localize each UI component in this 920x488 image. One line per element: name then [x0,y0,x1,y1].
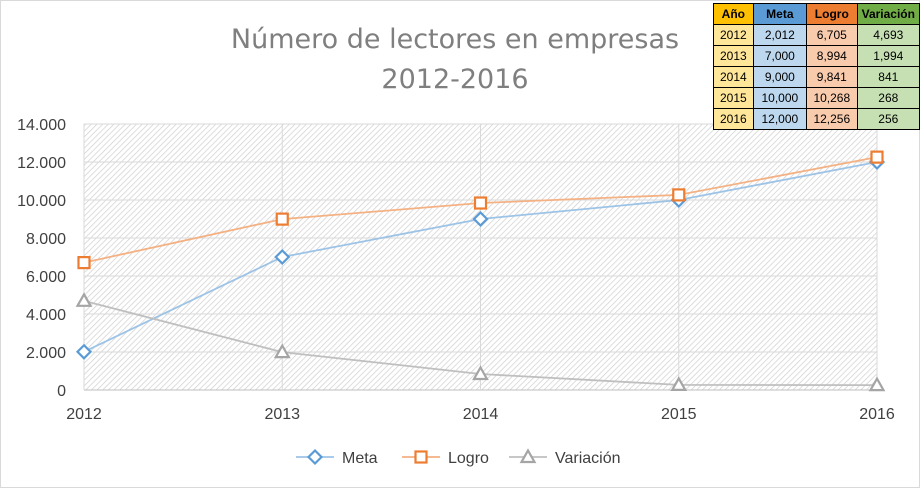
table-header-meta: Meta [752,3,808,25]
legend: Meta Logro Variación [296,448,621,467]
series-lines [75,150,886,392]
table-header-anio: Año [713,3,754,25]
chart-title-line-2: 2012-2016 [381,64,528,95]
table-cell-anio: 2014 [713,66,754,88]
legend-label: Variación [555,450,621,467]
table-row: 2015 10,000 10,268 268 [713,87,920,109]
table-cell-variacion: 1,994 [856,45,920,67]
y-tick-label: 14.000 [17,117,66,134]
x-tick-label: 2016 [859,406,895,423]
table-cell-meta: 7,000 [752,45,808,67]
table-row: 2012 2,012 6,705 4,693 [713,24,920,46]
legend-marker [306,448,324,466]
table-cell-variacion: 256 [856,108,920,130]
legend-label: Meta [342,450,378,467]
data-point [670,376,688,392]
data-point [868,376,886,392]
y-tick-label: 8.000 [26,231,66,248]
table-cell-anio: 2013 [713,45,754,67]
series-logro [77,150,884,270]
table-cell-anio: 2015 [713,87,754,109]
y-tick-label: 0 [57,383,66,400]
data-point [75,292,93,307]
table-cell-logro: 9,841 [806,66,858,88]
data-point [77,256,91,270]
y-axis-ticks: 0 2.000 4.000 6.000 8.000 10.000 12.000 14.000 [17,117,66,400]
y-tick-label: 12.000 [17,155,66,172]
table-cell-logro: 8,994 [806,45,858,67]
y-tick-label: 10.000 [17,193,66,210]
table-cell-anio: 2016 [713,108,754,130]
data-point [472,210,489,228]
y-tick-label: 2.000 [26,345,66,362]
x-tick-label: 2013 [264,406,300,423]
data-point [75,343,93,360]
table-cell-logro: 6,705 [806,24,858,46]
table-cell-variacion: 268 [856,87,920,109]
legend-item-meta: Meta [296,448,378,467]
legend-label: Logro [448,450,489,467]
data-point [473,196,488,210]
table-row: 2016 12,000 12,256 256 [713,108,920,130]
data-table: Año Meta Logro Variación 2012 2,012 6,705 4,69… [713,3,920,130]
data-point [275,212,289,226]
legend-item-variación: Variación [509,448,621,467]
data-point [274,248,291,266]
table-header-variacion: Variación [856,3,920,25]
data-point [472,365,489,381]
table-header-row: Año Meta Logro Variación [713,3,920,25]
x-tick-label: 2014 [463,406,499,423]
table-cell-logro: 10,268 [806,87,858,109]
chart-title-line-1: Número de lectores en empresas [231,24,679,55]
legend-item-logro: Logro [402,450,489,467]
data-point [672,188,686,202]
series-variación [75,292,886,392]
data-point [870,150,884,164]
table-row: 2013 7,000 8,994 1,994 [713,45,920,67]
table-cell-meta: 12,000 [752,108,808,130]
x-tick-label: 2012 [66,406,102,423]
table-cell-meta: 9,000 [752,66,808,88]
table-row: 2014 9,000 9,841 841 [713,66,920,88]
table-header-logro: Logro [806,3,858,25]
table-cell-meta: 2,012 [752,24,808,46]
table-cell-variacion: 841 [856,66,920,88]
legend-marker [414,450,428,464]
table-cell-variacion: 4,693 [856,24,920,46]
table-cell-logro: 12,256 [806,108,858,130]
y-tick-label: 6.000 [26,269,66,286]
data-point [273,343,291,359]
table-cell-meta: 10,000 [752,87,808,109]
legend-marker [519,448,537,464]
table-cell-anio: 2012 [713,24,754,46]
x-tick-label: 2015 [661,406,697,423]
y-tick-label: 4.000 [26,307,66,324]
x-axis-ticks: 2012 2013 2014 2015 2016 [66,406,895,423]
